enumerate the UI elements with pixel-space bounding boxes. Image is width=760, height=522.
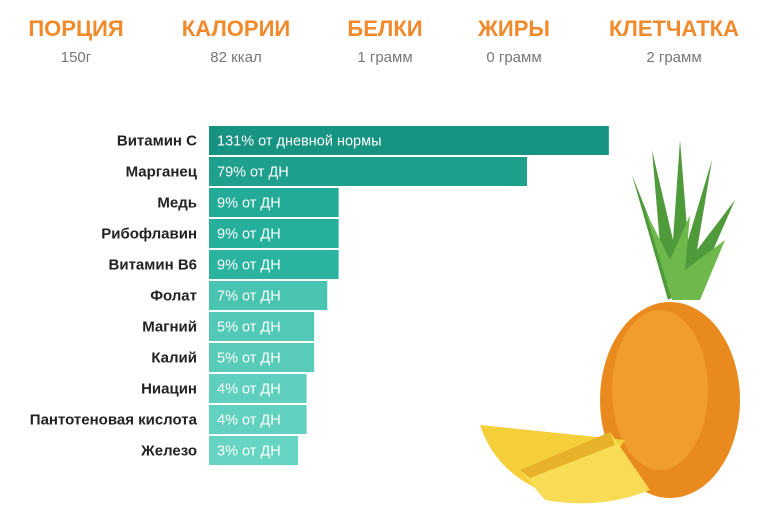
bar <box>209 436 299 465</box>
bar <box>209 157 528 186</box>
category-label: Пантотеновая кислота <box>30 411 198 428</box>
bar <box>209 312 315 341</box>
category-label: Калий <box>151 349 197 366</box>
bar <box>209 126 609 155</box>
bar <box>209 405 307 434</box>
value-label: 3% от ДН <box>217 443 281 459</box>
pineapple <box>480 140 740 504</box>
value-label: 131% от дневной нормы <box>217 133 382 149</box>
stat-title: ЖИРЫ <box>477 16 550 41</box>
category-label: Ниацин <box>141 380 197 397</box>
value-label: 9% от ДН <box>217 226 281 242</box>
category-label: Магний <box>142 318 197 335</box>
bar <box>209 281 328 310</box>
stat-title: КАЛОРИИ <box>182 16 290 41</box>
value-label: 79% от ДН <box>217 164 289 180</box>
stat-value: 0 грамм <box>486 49 541 66</box>
stat-title: ПОРЦИЯ <box>28 16 123 41</box>
stat-value: 2 грамм <box>646 49 701 66</box>
bar <box>209 250 339 279</box>
stat-value: 82 ккал <box>210 49 261 66</box>
stat-value: 150г <box>61 49 92 66</box>
category-label: Железо <box>140 442 197 459</box>
value-label: 5% от ДН <box>217 319 281 335</box>
category-label: Витамин C <box>117 132 197 149</box>
stat-title: КЛЕТЧАТКА <box>609 16 739 41</box>
value-label: 5% от ДН <box>217 350 281 366</box>
category-label: Марганец <box>126 163 198 180</box>
bar <box>209 188 339 217</box>
stat-title: БЕЛКИ <box>347 16 422 41</box>
value-label: 4% от ДН <box>217 381 281 397</box>
category-label: Фолат <box>150 287 197 304</box>
value-label: 7% от ДН <box>217 288 281 304</box>
stat-value: 1 грамм <box>357 49 412 66</box>
category-label: Рибофлавин <box>101 225 197 242</box>
category-label: Витамин B6 <box>109 256 197 273</box>
value-label: 4% от ДН <box>217 412 281 428</box>
value-label: 9% от ДН <box>217 257 281 273</box>
bar <box>209 374 307 403</box>
bar <box>209 219 339 248</box>
category-label: Медь <box>157 194 197 211</box>
value-label: 9% от ДН <box>217 195 281 211</box>
bar <box>209 343 315 372</box>
